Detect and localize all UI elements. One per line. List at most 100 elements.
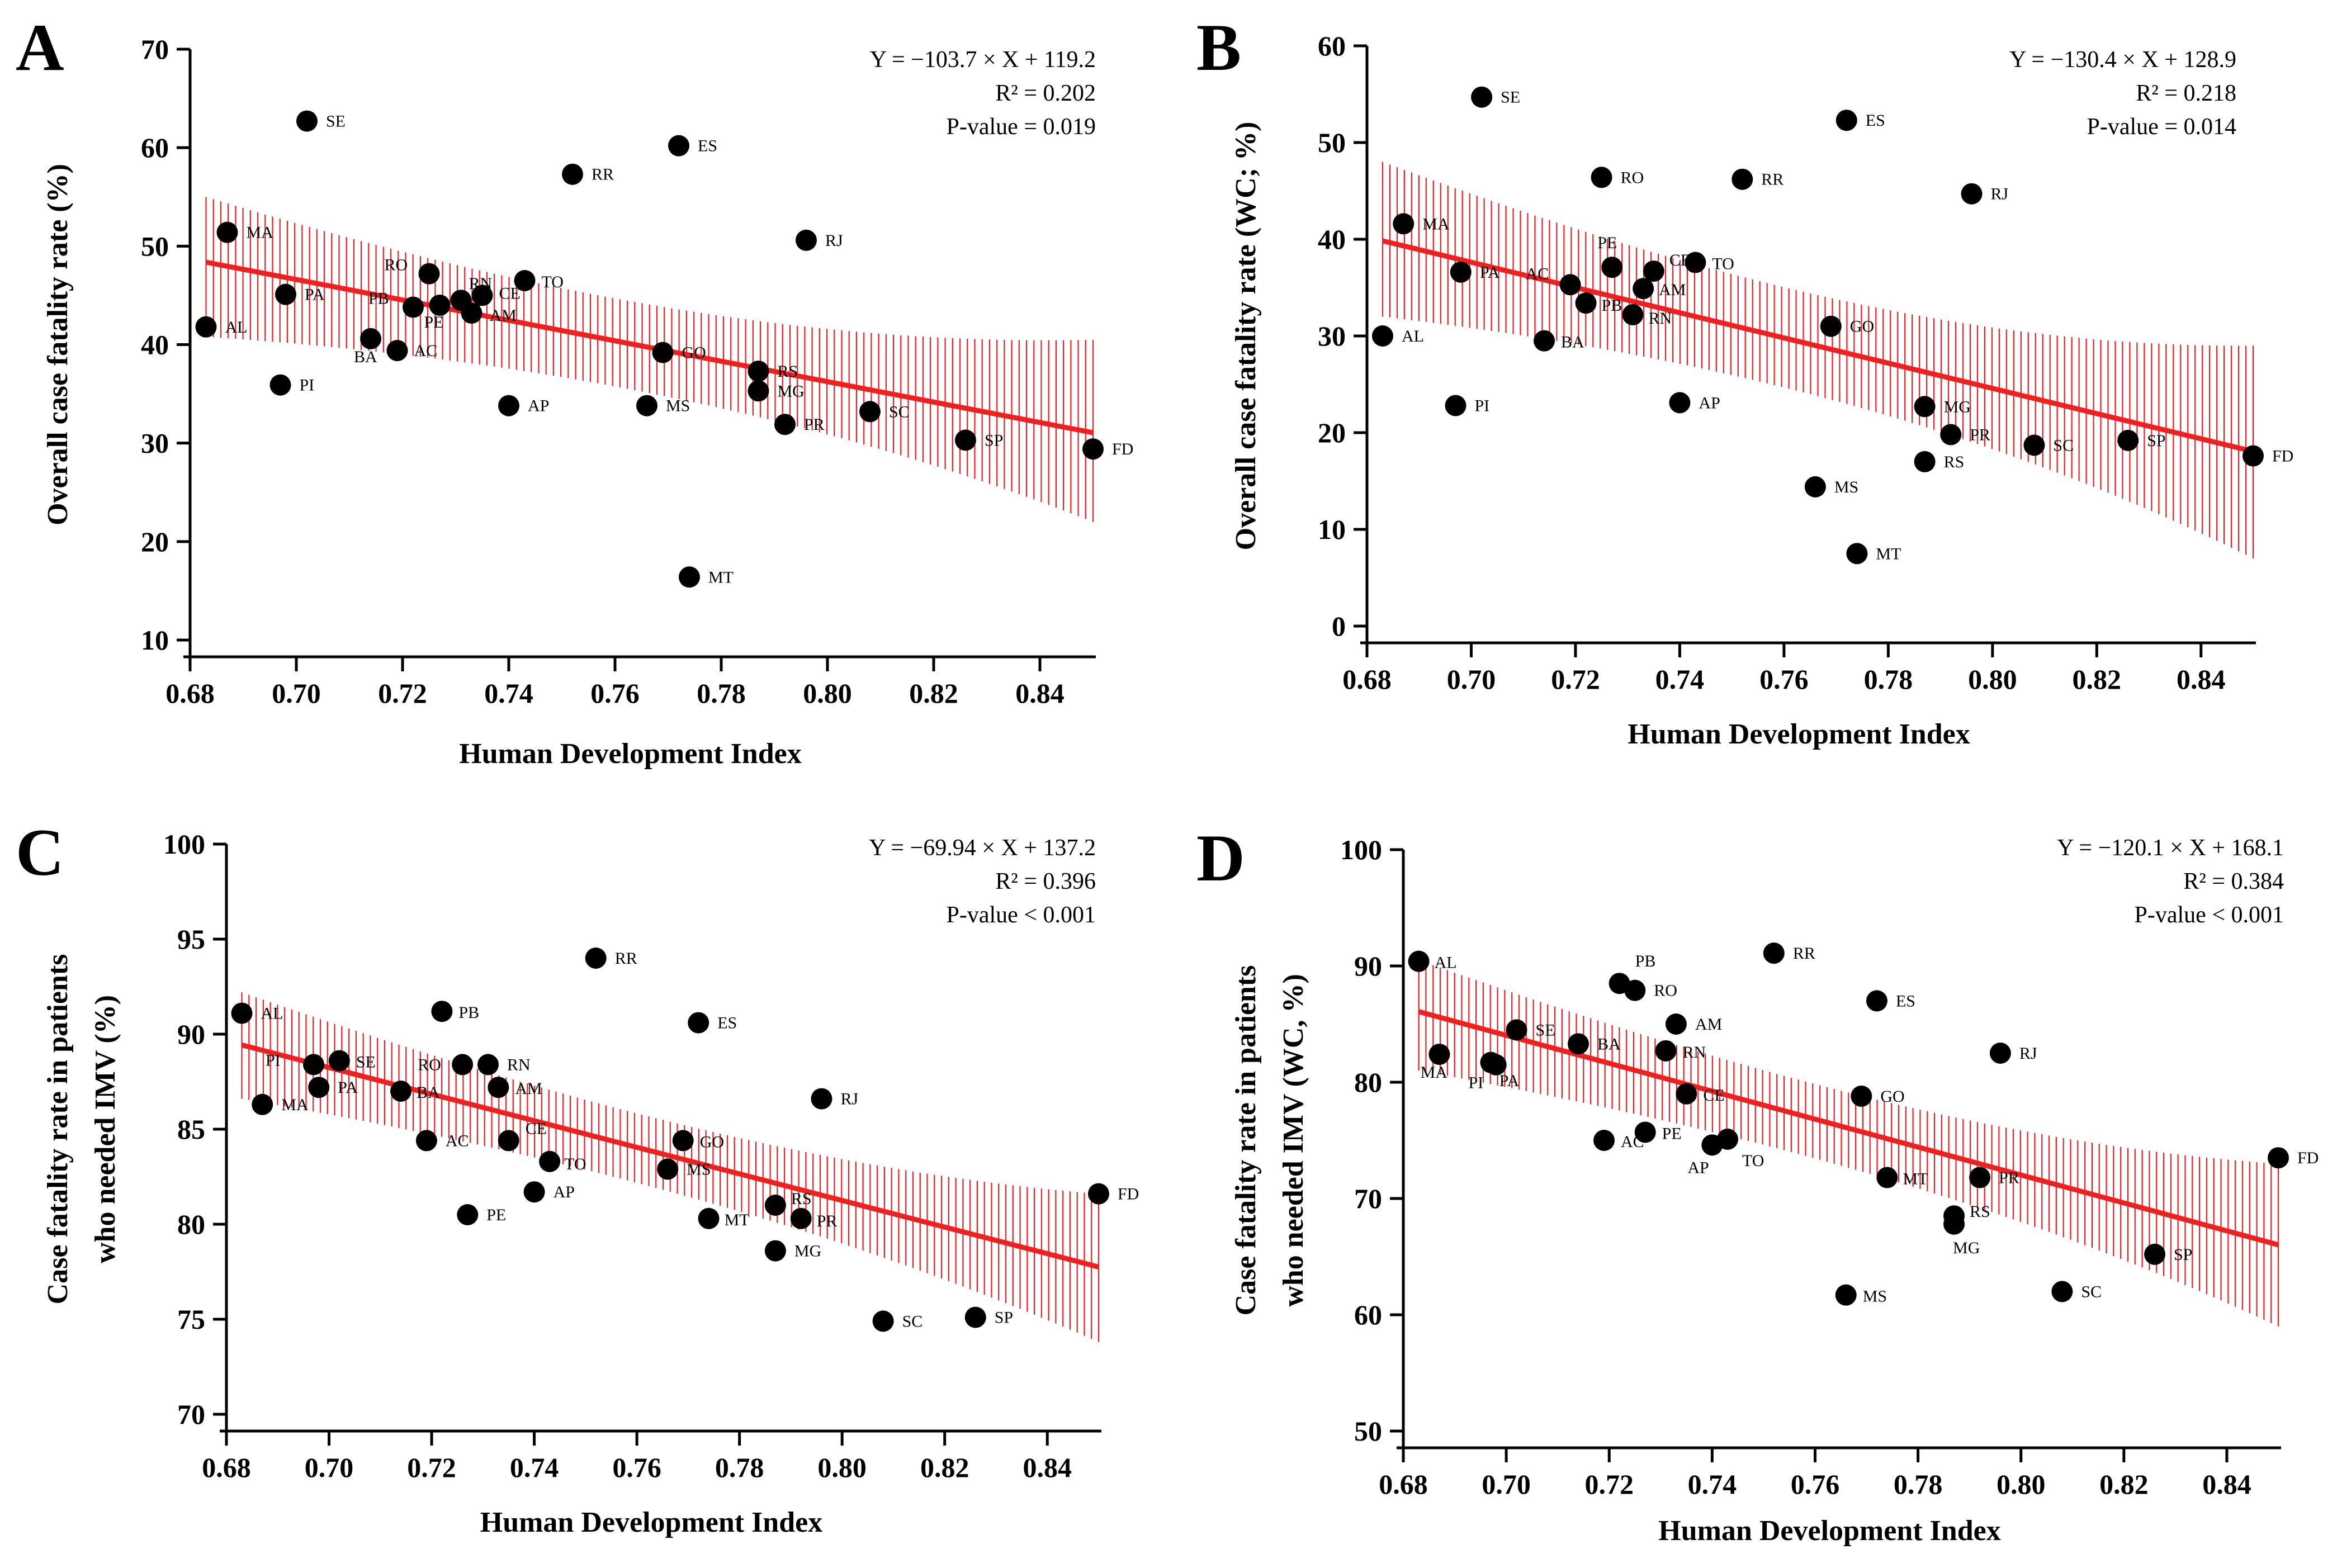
point-label: PR	[1999, 1169, 2019, 1187]
x-tick-label: 0.72	[378, 678, 427, 709]
r-squared: R² = 0.202	[995, 80, 1096, 106]
point-label: PR	[817, 1212, 838, 1230]
x-tick-label: 0.84	[2202, 1468, 2251, 1500]
data-point-mt	[1846, 543, 1868, 565]
x-tick-label: 0.78	[715, 1452, 764, 1483]
panel-letter: C	[16, 815, 64, 889]
confidence-band	[1382, 162, 2254, 558]
point-label: FD	[1118, 1185, 1139, 1204]
x-tick-label: 0.82	[2099, 1468, 2149, 1500]
data-point-rs	[764, 1195, 786, 1216]
panel-B: B 0 10 20 30 40 50 60 0.68 0.70 0.72 0.74 0.76 0.78 0.…	[1196, 10, 2293, 750]
point-label: RJ	[1991, 185, 2009, 203]
data-point-sc	[859, 401, 881, 423]
data-point-ce	[471, 285, 493, 306]
data-point-pb	[431, 1001, 453, 1022]
point-label: TO	[564, 1155, 586, 1173]
regression-line	[241, 1042, 1100, 1269]
point-label: PA	[1480, 263, 1500, 282]
data-point-am	[488, 1077, 509, 1098]
x-tick-label: 0.76	[1759, 664, 1809, 695]
y-tick-label: 95	[177, 923, 205, 955]
regression-equation: Y = −103.7 × X + 119.2	[870, 47, 1096, 73]
point-label: GO	[682, 344, 706, 362]
data-point-pi	[303, 1054, 324, 1076]
y-tick-label: 90	[1354, 950, 1382, 982]
point-label: TO	[1742, 1152, 1764, 1170]
x-tick-label: 0.80	[817, 1452, 867, 1483]
point-label: PA	[338, 1078, 358, 1097]
y-axis-title: Case fatality rate in patients	[1230, 965, 1262, 1316]
data-point-ba	[1534, 330, 1555, 352]
point-label: MG	[1953, 1239, 1980, 1257]
data-point-to	[1685, 252, 1706, 273]
data-point-ro	[1624, 979, 1646, 1001]
data-point-to	[539, 1150, 561, 1172]
point-label: MG	[1944, 397, 1971, 416]
y-tick-label: 20	[1318, 417, 1346, 448]
data-point-ac	[415, 1130, 437, 1152]
x-tick-label: 0.76	[1791, 1468, 1840, 1500]
point-label: MT	[1903, 1170, 1928, 1188]
data-point-rr	[562, 163, 583, 185]
confidence-band	[1418, 960, 2279, 1327]
point-label: ES	[698, 137, 717, 155]
data-point-ce	[1643, 260, 1664, 282]
point-label: RS	[1970, 1202, 1990, 1221]
data-point-sc	[872, 1310, 894, 1332]
y-tick-label: 0	[1332, 610, 1346, 642]
point-label: PA	[305, 286, 325, 304]
y-tick-label: 80	[177, 1209, 205, 1240]
data-point-es	[1835, 110, 1857, 131]
regression-equation: Y = −130.4 × X + 128.9	[2009, 47, 2236, 73]
x-tick-label: 0.70	[272, 678, 321, 709]
data-point-ms	[657, 1158, 679, 1180]
x-tick-label: 0.80	[803, 678, 852, 709]
data-point-ap	[498, 395, 519, 416]
y-tick-label: 40	[141, 329, 169, 361]
data-point-rj	[811, 1088, 832, 1110]
point-label: FD	[2272, 447, 2293, 466]
data-point-sc	[2051, 1281, 2073, 1302]
data-point-rr	[1732, 168, 1753, 190]
data-point-al	[1408, 950, 1430, 972]
point-label: SC	[889, 402, 910, 421]
x-tick-label: 0.68	[165, 678, 215, 709]
x-axis-title: Human Development Index	[1658, 1515, 2000, 1547]
x-tick-label: 0.72	[1584, 1468, 1634, 1500]
data-point-go	[1851, 1085, 1872, 1107]
data-point-se	[296, 110, 318, 132]
data-point-ro	[452, 1054, 474, 1076]
point-label: PR	[1970, 425, 1990, 444]
x-tick-label: 0.76	[612, 1452, 661, 1483]
y-tick-label: 30	[1318, 320, 1346, 352]
data-point-pr	[1969, 1167, 1991, 1188]
r-squared: R² = 0.218	[2136, 80, 2236, 106]
y-tick-label: 10	[141, 624, 169, 656]
data-point-sp	[2117, 429, 2139, 451]
data-point-al	[231, 1002, 253, 1024]
point-label: MG	[778, 382, 805, 400]
p-value: P-value < 0.001	[947, 902, 1096, 928]
data-point-se	[328, 1050, 350, 1072]
data-point-pr	[774, 414, 796, 435]
point-label: RJ	[825, 231, 843, 250]
x-tick-label: 0.78	[697, 678, 746, 709]
data-point-to	[514, 269, 536, 291]
y-axis-title: Overall case fatality rate (%)	[42, 164, 74, 525]
data-point-es	[668, 135, 689, 157]
data-point-am	[1665, 1013, 1687, 1035]
data-point-fd	[2268, 1147, 2289, 1169]
data-point-mg	[1914, 396, 1936, 418]
data-point-pr	[790, 1207, 812, 1229]
data-point-rs	[748, 361, 769, 382]
point-label: MT	[725, 1211, 750, 1229]
point-label: PB	[1635, 952, 1656, 970]
x-tick-label: 0.74	[484, 678, 533, 709]
point-label: AL	[261, 1005, 283, 1023]
panel-letter: D	[1196, 821, 1245, 895]
point-label: TO	[542, 273, 564, 291]
data-point-pa	[275, 283, 296, 305]
